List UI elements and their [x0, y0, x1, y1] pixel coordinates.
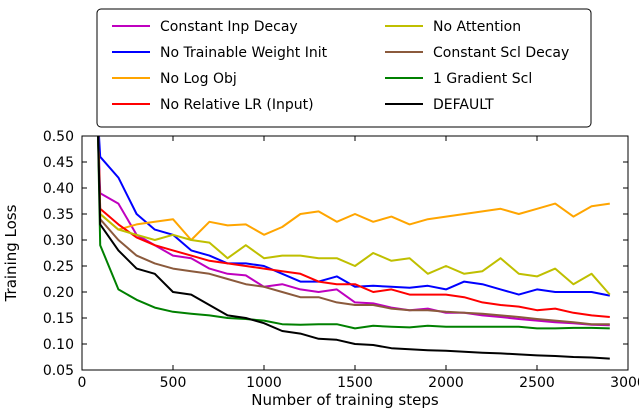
series-line-7 [96, 136, 610, 330]
legend-item: No Log Obj [112, 71, 237, 87]
x-tick-label: 3000 [610, 375, 639, 391]
series-line-1 [97, 136, 610, 327]
legend-label: No Trainable Weight Init [160, 45, 328, 61]
series-line-3 [97, 136, 610, 241]
x-tick-label: 0 [78, 375, 87, 391]
x-axis-label: Number of training steps [251, 391, 439, 409]
y-tick-label: 0.45 [43, 155, 74, 171]
y-tick-label: 0.40 [43, 181, 74, 197]
legend-label: DEFAULT [433, 97, 494, 113]
x-tick-label: 2000 [428, 375, 464, 391]
legend-label: Constant Inp Decay [160, 19, 298, 35]
y-tick-label: 0.50 [43, 129, 74, 145]
legend-item: Constant Inp Decay [112, 19, 298, 35]
x-tick-label: 1000 [246, 375, 282, 391]
x-axis-ticks: 0 500 1000 1500 2000 2500 3000 [78, 136, 639, 391]
y-tick-label: 0.20 [43, 285, 74, 301]
y-axis-ticks: 0.05 0.10 0.15 0.20 0.25 0.30 0.35 0.40 0.45 0.50 [43, 129, 628, 379]
legend-label: No Attention [433, 19, 521, 35]
x-tick-label: 2500 [519, 375, 555, 391]
plot-area [81, 135, 629, 371]
x-tick-label: 500 [160, 375, 187, 391]
legend-item: 1 Gradient Scl [385, 71, 532, 87]
y-tick-label: 0.10 [43, 337, 74, 353]
legend-label: No Log Obj [160, 71, 237, 87]
series-line-8 [97, 136, 610, 360]
series-line-5 [97, 136, 611, 296]
y-axis-label: Training Loss [2, 204, 20, 302]
legend-label: No Relative LR (Input) [160, 97, 314, 113]
series-line-2 [97, 136, 610, 297]
y-tick-label: 0.15 [43, 311, 74, 327]
legend-item: No Trainable Weight Init [112, 45, 328, 61]
series-line-6 [97, 136, 610, 326]
legend-frame [96, 8, 592, 128]
y-tick-label: 0.05 [43, 363, 74, 379]
legend-item: DEFAULT [385, 97, 494, 113]
x-tick-label: 1500 [337, 375, 373, 391]
y-tick-label: 0.35 [43, 207, 74, 223]
plot-frame [81, 135, 629, 371]
legend: Constant Inp Decay No Trainable Weight In… [96, 8, 592, 128]
legend-label: 1 Gradient Scl [433, 71, 532, 87]
series-line-4 [97, 136, 610, 318]
legend-item: No Attention [385, 19, 521, 35]
legend-item: No Relative LR (Input) [112, 97, 314, 113]
legend-item: Constant Scl Decay [385, 45, 569, 61]
y-tick-label: 0.30 [43, 233, 74, 249]
legend-label: Constant Scl Decay [433, 45, 569, 61]
y-tick-label: 0.25 [43, 259, 74, 275]
